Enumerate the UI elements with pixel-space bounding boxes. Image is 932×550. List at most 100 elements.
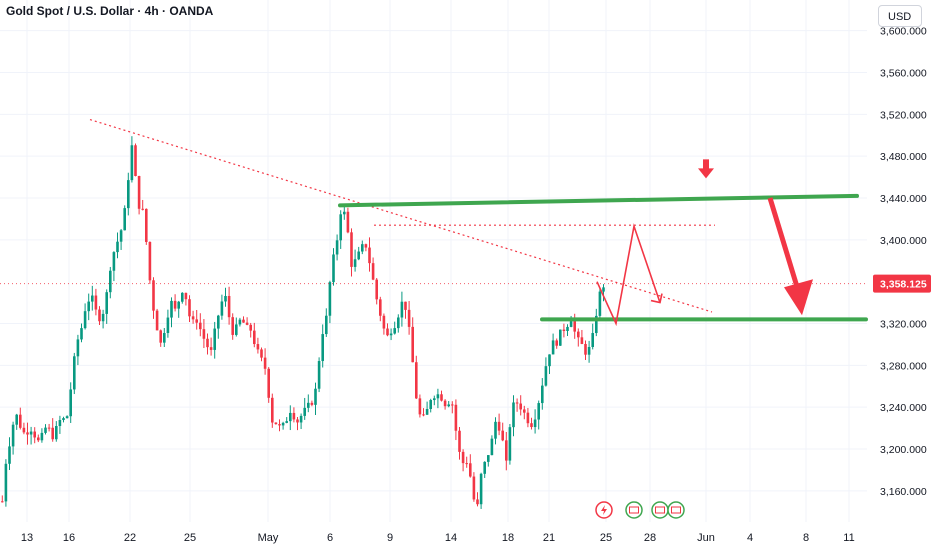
candle-body [19,414,22,428]
candle-body [382,315,386,329]
candle-body [101,313,105,322]
candle-body [526,412,530,424]
candle-body [389,333,393,336]
candle-body [443,400,447,407]
price-tick-label: 3,200.000 [880,444,927,456]
candle-body [544,366,548,386]
candle-body [303,407,306,416]
candle-body [238,319,242,325]
candle-body [11,424,15,447]
candle-body [263,357,267,369]
candle-body [361,244,364,252]
candle-body [307,402,310,408]
candle-body [33,431,36,438]
time-tick-label: 25 [184,532,196,544]
candle-body [15,414,18,425]
candle-body [494,421,497,439]
time-axis: 13 16 22 25 May 6 9 14 18 21 25 28 Jun 4 8 11 [0,523,932,550]
candle-body [245,322,249,325]
candle-body [8,446,11,464]
candle-body [40,432,44,441]
candle-body [415,362,418,399]
candle-body [235,324,238,335]
price-tick-label: 3,440.000 [880,193,927,205]
price-tick-label: 3,400.000 [880,235,927,247]
time-tick-label: 22 [124,532,136,544]
candle-body [152,280,155,311]
candle-body [62,418,65,421]
candle-body [65,416,69,419]
candle-body [411,326,414,363]
time-tick-label: Jun [697,532,715,544]
time-tick-label: 4 [747,532,753,544]
candle-body [472,476,476,500]
candle-body [422,414,425,416]
candle-body [199,322,202,330]
time-tick-label: 16 [63,532,75,544]
time-tick-label: 6 [327,532,333,544]
candle-body [195,319,198,323]
current-price-label: 3,358.125 [880,279,927,291]
candle-body [573,321,576,332]
candle-body [598,291,602,316]
price-tick-label: 3,320.000 [880,319,927,331]
candle-body [551,340,555,355]
candle-body [436,394,440,399]
candle-body [69,389,72,417]
economic-event-icon [625,501,643,519]
candle-body [227,295,231,318]
currency-button[interactable]: USD [878,5,922,27]
candle-body [127,180,130,209]
candle-body [119,230,123,242]
candle-body [98,309,101,322]
candle-body [418,398,422,415]
candle-body [217,315,220,329]
candle-body [584,343,587,355]
candle-body [145,208,148,242]
candle-body [325,315,328,335]
price-tick-label: 3,240.000 [880,402,927,414]
time-axis-background [0,523,932,550]
time-tick-label: 9 [387,532,393,544]
candle-body [454,404,458,431]
candle-body [569,321,573,327]
candle-body [173,300,177,309]
candle-body [508,427,512,461]
time-tick-label: May [258,532,279,544]
candle-body [289,412,292,422]
time-tick-label: 18 [502,532,514,544]
candle-body [166,317,170,334]
candle-body [206,338,209,348]
candle-body [559,329,562,346]
candle-body [451,404,454,406]
candle-body [191,316,195,320]
candle-body [357,251,360,260]
projection-path [596,223,661,327]
candle-body [580,337,584,344]
candle-body [123,208,126,231]
candle-body [505,440,508,461]
candle-body [317,361,321,389]
chart-grid [0,0,867,522]
candle-body [429,400,432,410]
candle-body [440,394,443,401]
candle-body [555,340,558,346]
candle-body [595,315,598,334]
candle-body [73,356,76,390]
lightning-glyph [601,505,607,515]
candle-body [328,282,332,316]
candle-body [155,310,159,331]
candle-body [292,412,296,420]
candle-body [29,431,33,435]
candle-body [350,232,353,267]
flag-glyph [655,506,665,514]
candle-body [530,423,533,428]
candle-body [515,402,519,404]
candle-body [242,319,245,323]
lightning-event-icon [595,501,613,519]
candle-body [271,397,274,423]
candle-body [116,241,119,253]
flag-glyph [629,506,639,514]
candle-body [137,175,141,209]
